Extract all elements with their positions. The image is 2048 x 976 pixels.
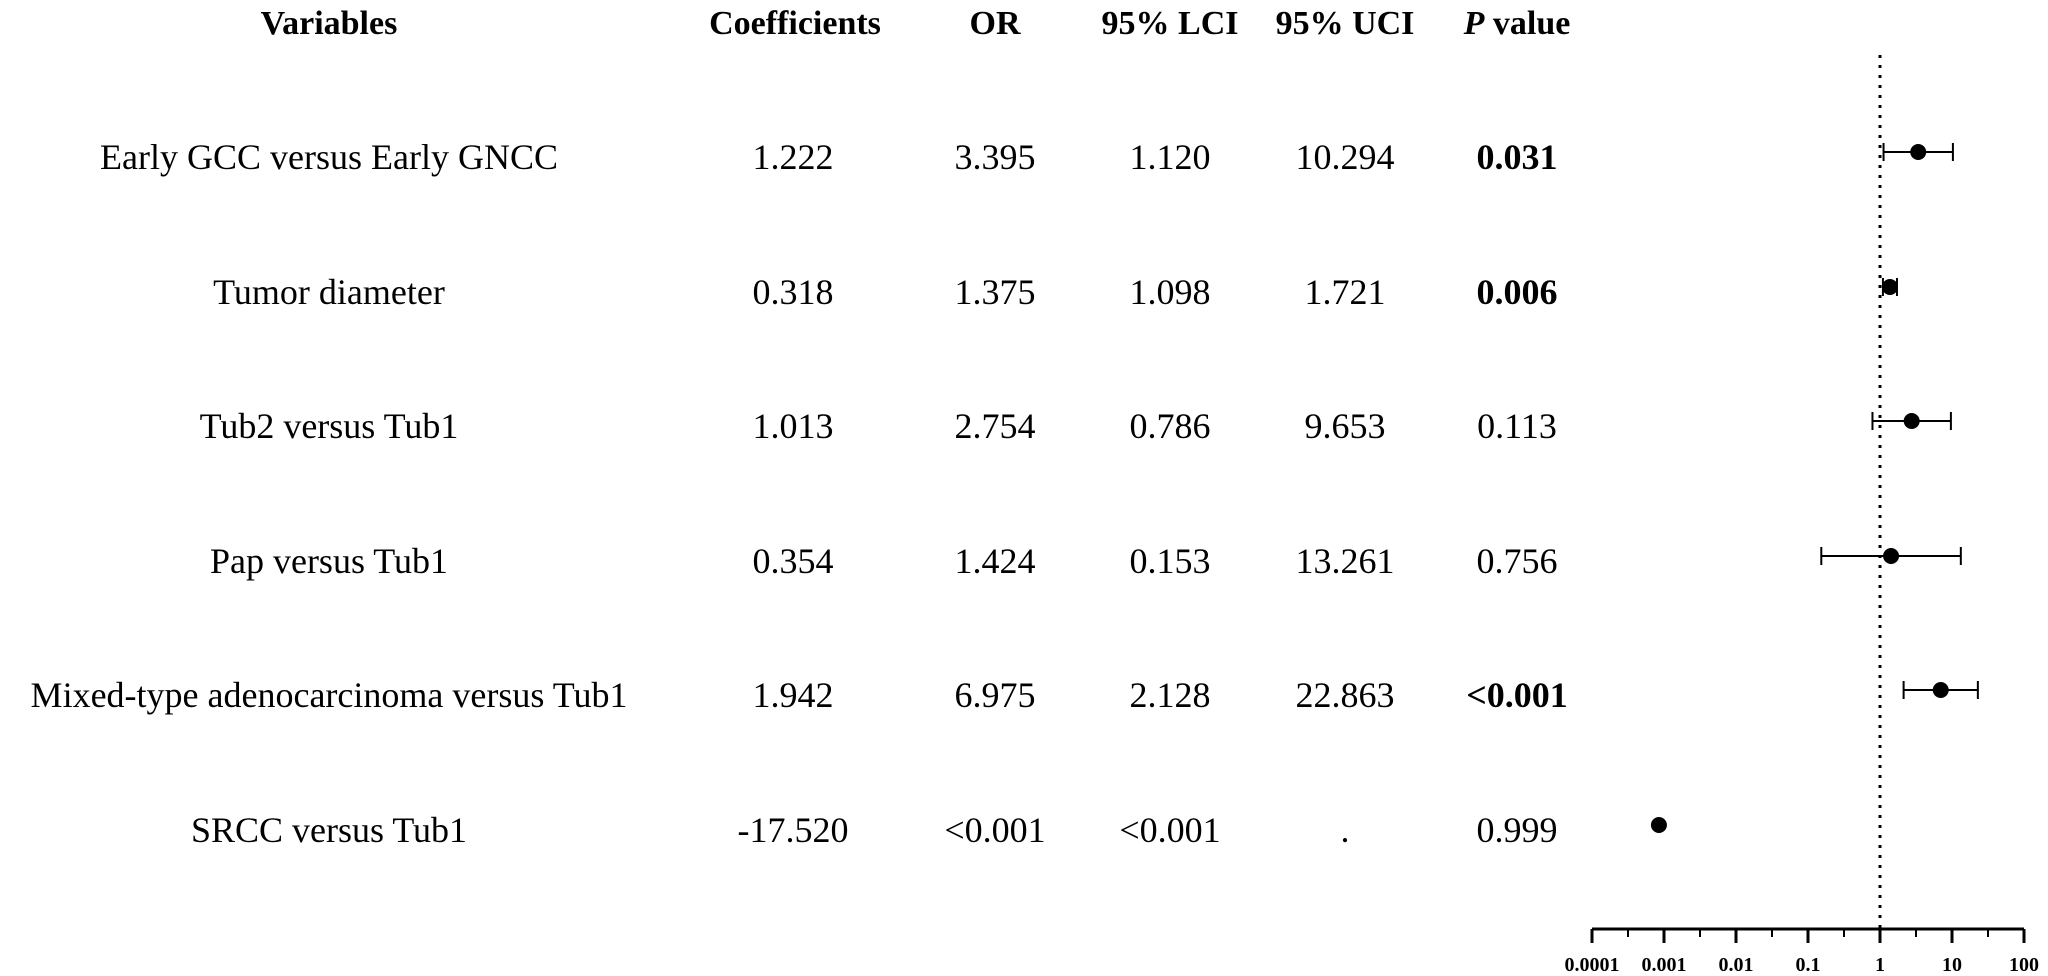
cell-variable: Tub2 versus Tub1 <box>199 406 459 446</box>
cell-or: 1.424 <box>954 541 1036 581</box>
x-tick-label: 0.001 <box>1642 954 1687 976</box>
cell-coefficient: -17.520 <box>737 810 849 850</box>
cell-variable: SRCC versus Tub1 <box>190 810 468 850</box>
x-tick-label: 0.01 <box>1719 954 1754 976</box>
x-tick-label: 1 <box>1875 954 1885 976</box>
data-point <box>1932 682 1949 698</box>
cell-coefficient: 1.222 <box>752 137 834 177</box>
cell-coefficient: 1.942 <box>752 675 834 715</box>
header-coefficients: Coefficients <box>709 5 881 42</box>
x-tick-label: 0.1 <box>1796 954 1821 976</box>
cell-uci: 10.294 <box>1295 137 1395 177</box>
data-point <box>1650 817 1667 833</box>
cell-p-value: 0.999 <box>1476 810 1558 850</box>
data-point <box>1883 548 1900 564</box>
cell-or: 2.754 <box>954 406 1036 446</box>
cell-variable: Early GCC versus Early GNCC <box>100 137 558 177</box>
cell-coefficient: 0.318 <box>752 272 834 312</box>
cell-or: <0.001 <box>944 810 1046 850</box>
header-variables: Variables <box>260 5 398 42</box>
cell-or: 3.395 <box>954 137 1036 177</box>
header-lci: 95% LCI <box>1101 5 1239 42</box>
cell-uci: . <box>1340 810 1350 850</box>
cell-uci: 13.261 <box>1295 541 1395 581</box>
cell-or: 6.975 <box>954 675 1036 715</box>
cell-coefficient: 1.013 <box>752 406 834 446</box>
header-p-italic: P <box>1463 5 1485 42</box>
cell-uci: 22.863 <box>1295 675 1395 715</box>
cell-p-value: 0.113 <box>1477 406 1557 446</box>
header-uci: 95% UCI <box>1275 5 1415 42</box>
cell-lci: 1.120 <box>1129 137 1211 177</box>
cell-variable: Mixed-type adenocarcinoma versus Tub1 <box>30 675 628 715</box>
x-tick-label: 100 <box>2009 954 2039 976</box>
header-or: OR <box>969 5 1021 42</box>
header-p-rest: value <box>1484 5 1571 42</box>
header-p-value: P value <box>1464 2 1571 46</box>
cell-p-value: 0.006 <box>1476 272 1558 312</box>
cell-lci: <0.001 <box>1119 810 1221 850</box>
data-point <box>1881 279 1898 295</box>
cell-p-value: 0.031 <box>1476 137 1558 177</box>
x-tick-label: 0.0001 <box>1565 954 1620 976</box>
cell-lci: 1.098 <box>1129 272 1211 312</box>
cell-lci: 0.153 <box>1129 541 1211 581</box>
x-tick-label: 10 <box>1942 954 1962 976</box>
cell-variable: Tumor diameter <box>213 272 445 312</box>
cell-coefficient: 0.354 <box>752 541 834 581</box>
cell-lci: 0.786 <box>1129 406 1211 446</box>
cell-uci: 1.721 <box>1304 272 1386 312</box>
data-point <box>1910 144 1927 160</box>
cell-lci: 2.128 <box>1129 675 1211 715</box>
cell-or: 1.375 <box>954 272 1036 312</box>
cell-uci: 9.653 <box>1304 406 1386 446</box>
cell-p-value: 0.756 <box>1476 541 1558 581</box>
data-point <box>1903 413 1920 429</box>
cell-p-value: <0.001 <box>1466 675 1568 715</box>
cell-variable: Pap versus Tub1 <box>209 541 449 581</box>
